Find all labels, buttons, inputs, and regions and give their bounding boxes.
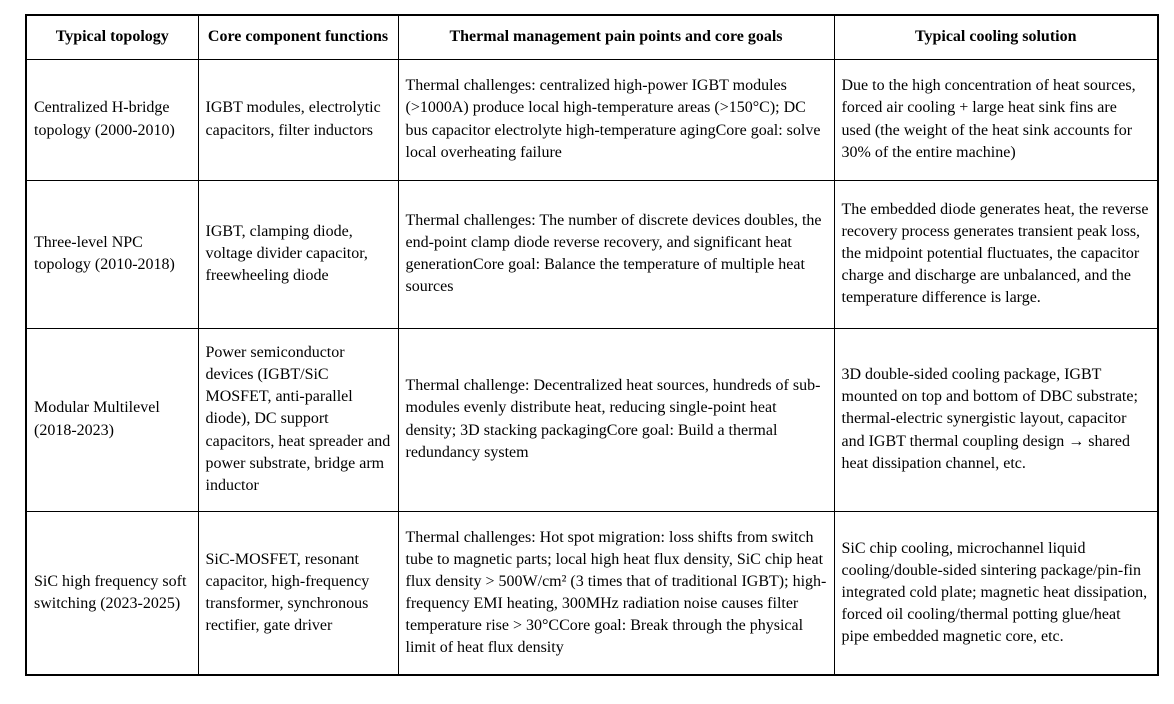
cell-pain-points: Thermal challenges: The number of discre… bbox=[397, 179, 835, 329]
cell-topology: SiC high frequency soft switching (2023-… bbox=[25, 510, 199, 676]
table-row: SiC high frequency soft switching (2023-… bbox=[25, 510, 1159, 676]
topology-comparison-table: Typical topology Core component function… bbox=[25, 14, 1159, 676]
cell-topology: Modular Multilevel (2018-2023) bbox=[25, 327, 199, 512]
table-row: Centralized H-bridge topology (2000-2010… bbox=[25, 58, 1159, 181]
cell-pain-points: Thermal challenges: centralized high-pow… bbox=[397, 58, 835, 181]
header-thermal-pain-points: Thermal management pain points and core … bbox=[397, 14, 835, 60]
cell-components: IGBT, clamping diode, voltage divider ca… bbox=[197, 179, 399, 329]
cell-pain-points: Thermal challenge: Decentralized heat so… bbox=[397, 327, 835, 512]
header-row: Typical topology Core component function… bbox=[25, 14, 1159, 60]
cell-components: SiC-MOSFET, resonant capacitor, high-fre… bbox=[197, 510, 399, 676]
cell-topology: Three-level NPC topology (2010-2018) bbox=[25, 179, 199, 329]
cell-cooling-solution: SiC chip cooling, microchannel liquid co… bbox=[833, 510, 1159, 676]
header-core-component-functions: Core component functions bbox=[197, 14, 399, 60]
header-typical-cooling-solution: Typical cooling solution bbox=[833, 14, 1159, 60]
table-row: Modular Multilevel (2018-2023) Power sem… bbox=[25, 327, 1159, 512]
cell-cooling-solution: The embedded diode generates heat, the r… bbox=[833, 179, 1159, 329]
cell-topology: Centralized H-bridge topology (2000-2010… bbox=[25, 58, 199, 181]
cell-components: Power semiconductor devices (IGBT/SiC MO… bbox=[197, 327, 399, 512]
cell-cooling-solution: Due to the high concentration of heat so… bbox=[833, 58, 1159, 181]
cell-cooling-solution: 3D double-sided cooling package, IGBT mo… bbox=[833, 327, 1159, 512]
header-typical-topology: Typical topology bbox=[25, 14, 199, 60]
cell-pain-points: Thermal challenges: Hot spot migration: … bbox=[397, 510, 835, 676]
table-row: Three-level NPC topology (2010-2018) IGB… bbox=[25, 179, 1159, 329]
cell-components: IGBT modules, electrolytic capacitors, f… bbox=[197, 58, 399, 181]
